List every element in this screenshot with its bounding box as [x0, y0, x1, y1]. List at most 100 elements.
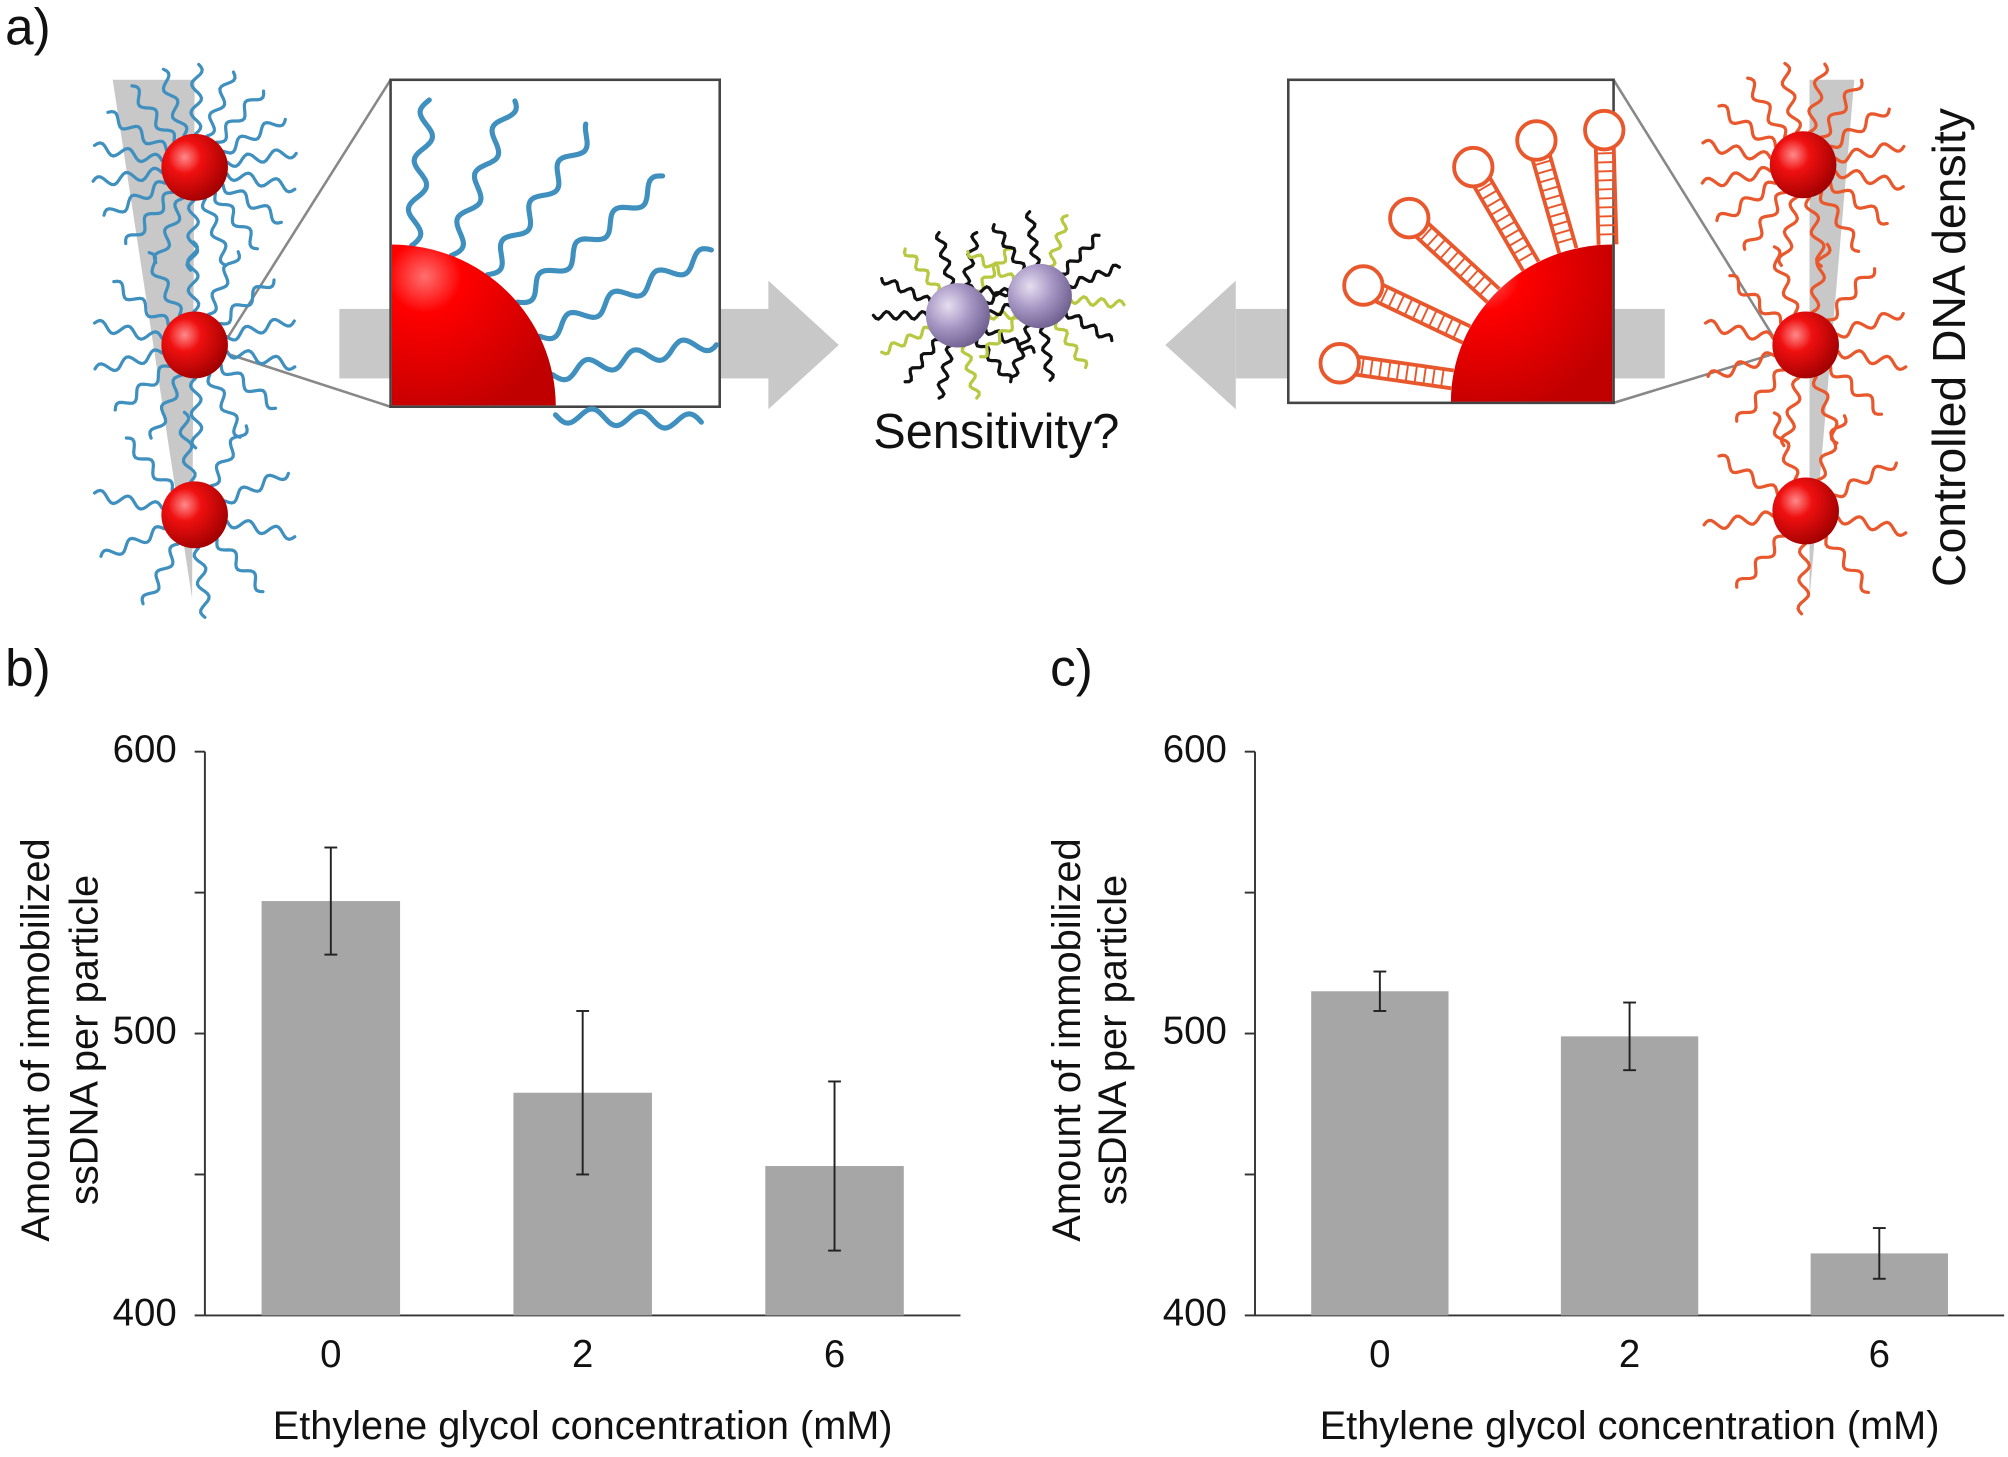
dna-strand [1772, 245, 1800, 315]
hairpin-loop [1318, 342, 1361, 385]
dna-strand [92, 488, 164, 511]
dna-strand [975, 247, 1013, 293]
y-axis-label: Amount of immobilized [1045, 838, 1089, 1241]
dna-strand [880, 276, 932, 304]
dna-strand [1824, 535, 1871, 595]
dna-strand [1836, 349, 1908, 372]
hairpin-rung [1459, 263, 1473, 278]
dna-strand [1700, 165, 1773, 188]
dna-strand [1068, 295, 1126, 309]
x-axis-label: Ethylene glycol concentration (mM) [273, 1404, 893, 1448]
dna-strand [1834, 168, 1905, 191]
x-tick-label: 0 [1369, 1333, 1390, 1376]
nanoparticle [161, 481, 228, 549]
dna-strand [1829, 181, 1889, 226]
hairpin-rung [1596, 161, 1615, 164]
dna-strand [152, 196, 185, 265]
dna-strand [99, 525, 166, 558]
dna-strand [1772, 411, 1800, 481]
hairpin-rung [1445, 250, 1460, 266]
density-wedge [112, 79, 195, 599]
x-axis-label: Ethylene glycol concentration (mM) [1320, 1404, 1940, 1448]
dna-strand [974, 337, 1013, 384]
dna-strand [1742, 190, 1787, 251]
panel-label: a) [5, 0, 51, 56]
hairpin-rung [1378, 360, 1383, 379]
dna-strand [1746, 76, 1788, 139]
dna-strand [219, 363, 278, 411]
y-tick-label: 500 [1163, 1010, 1227, 1053]
hairpin-rung [1452, 321, 1462, 339]
dna-strand [140, 542, 180, 606]
dna-strand [1826, 267, 1877, 322]
hairpin-loop [1342, 264, 1385, 307]
hairpin-rung [1419, 226, 1434, 242]
dna-strand [552, 406, 704, 431]
dna-strand [871, 309, 929, 321]
hairpin-rung [1597, 206, 1616, 209]
dna-strand [1064, 310, 1114, 343]
dna-strand [448, 98, 519, 259]
panel-label: b) [5, 639, 51, 696]
dna-strand [112, 279, 170, 327]
hairpin-rung [1422, 366, 1427, 385]
hairpin-rung [1517, 251, 1534, 263]
hairpin-rung [1386, 361, 1392, 380]
dna-strand [935, 230, 956, 287]
dna-strand [189, 62, 204, 136]
hairpin-stem [1415, 222, 1501, 304]
bar [1560, 1036, 1699, 1316]
dna-strand [93, 348, 164, 373]
hairpin-rung [1596, 170, 1615, 173]
hairpin-stem [1374, 283, 1472, 345]
hairpin-rung [1553, 228, 1572, 236]
dna-strand [1717, 103, 1778, 148]
dna-strand [192, 546, 211, 619]
dna-strand [185, 240, 201, 314]
particle-surface [1450, 244, 1613, 402]
dna-strand [1717, 453, 1779, 496]
dna-strand [148, 373, 183, 440]
hairpin-rung [1478, 281, 1493, 296]
dna-strand [960, 343, 981, 400]
hairpin-rung [1465, 269, 1480, 284]
hairpin-rung [1546, 202, 1564, 210]
hairpin-rung [1595, 152, 1614, 155]
dna-strand [1735, 534, 1786, 589]
hairpin-rung [1444, 317, 1454, 335]
nanoparticle [1769, 131, 1837, 199]
dna-strand [178, 410, 197, 484]
hairpin-rung [1440, 368, 1445, 388]
hairpin-rung [1503, 228, 1521, 240]
x-tick-label: 6 [1869, 1333, 1890, 1376]
error-bar [1623, 1001, 1636, 1072]
hairpin-rung [1452, 256, 1467, 272]
hairpin-stem [1472, 177, 1541, 272]
dna-strand [991, 222, 1027, 272]
zoom-line [227, 352, 391, 408]
hairpin-stem [1530, 154, 1579, 254]
dna-strand [1715, 180, 1777, 223]
hairpin-rung [1543, 194, 1562, 201]
dna-strand [1024, 210, 1041, 268]
hairpin-rung [1481, 189, 1498, 201]
error-bar [324, 846, 338, 956]
x-tick-label: 2 [1619, 1333, 1640, 1376]
hairpin-rung [1598, 224, 1617, 227]
hairpin-rung [1548, 211, 1567, 219]
dna-strand [1779, 376, 1802, 448]
side-label: Controlled DNA density [1923, 107, 1975, 587]
diagram-label: Sensitivity? [873, 405, 1119, 459]
dna-strand [1804, 195, 1826, 268]
nanoparticle [925, 283, 990, 348]
hairpin-rung [1426, 232, 1440, 248]
bar [1311, 991, 1449, 1316]
dna-strand [225, 171, 297, 194]
dna-strand [124, 436, 175, 492]
dna-strand [1834, 142, 1906, 164]
y-axis-label: Amount of immobilized [14, 838, 58, 1241]
hairpin-rung [1597, 215, 1616, 218]
y-tick-label: 500 [113, 1010, 177, 1053]
dna-strand [124, 190, 175, 246]
